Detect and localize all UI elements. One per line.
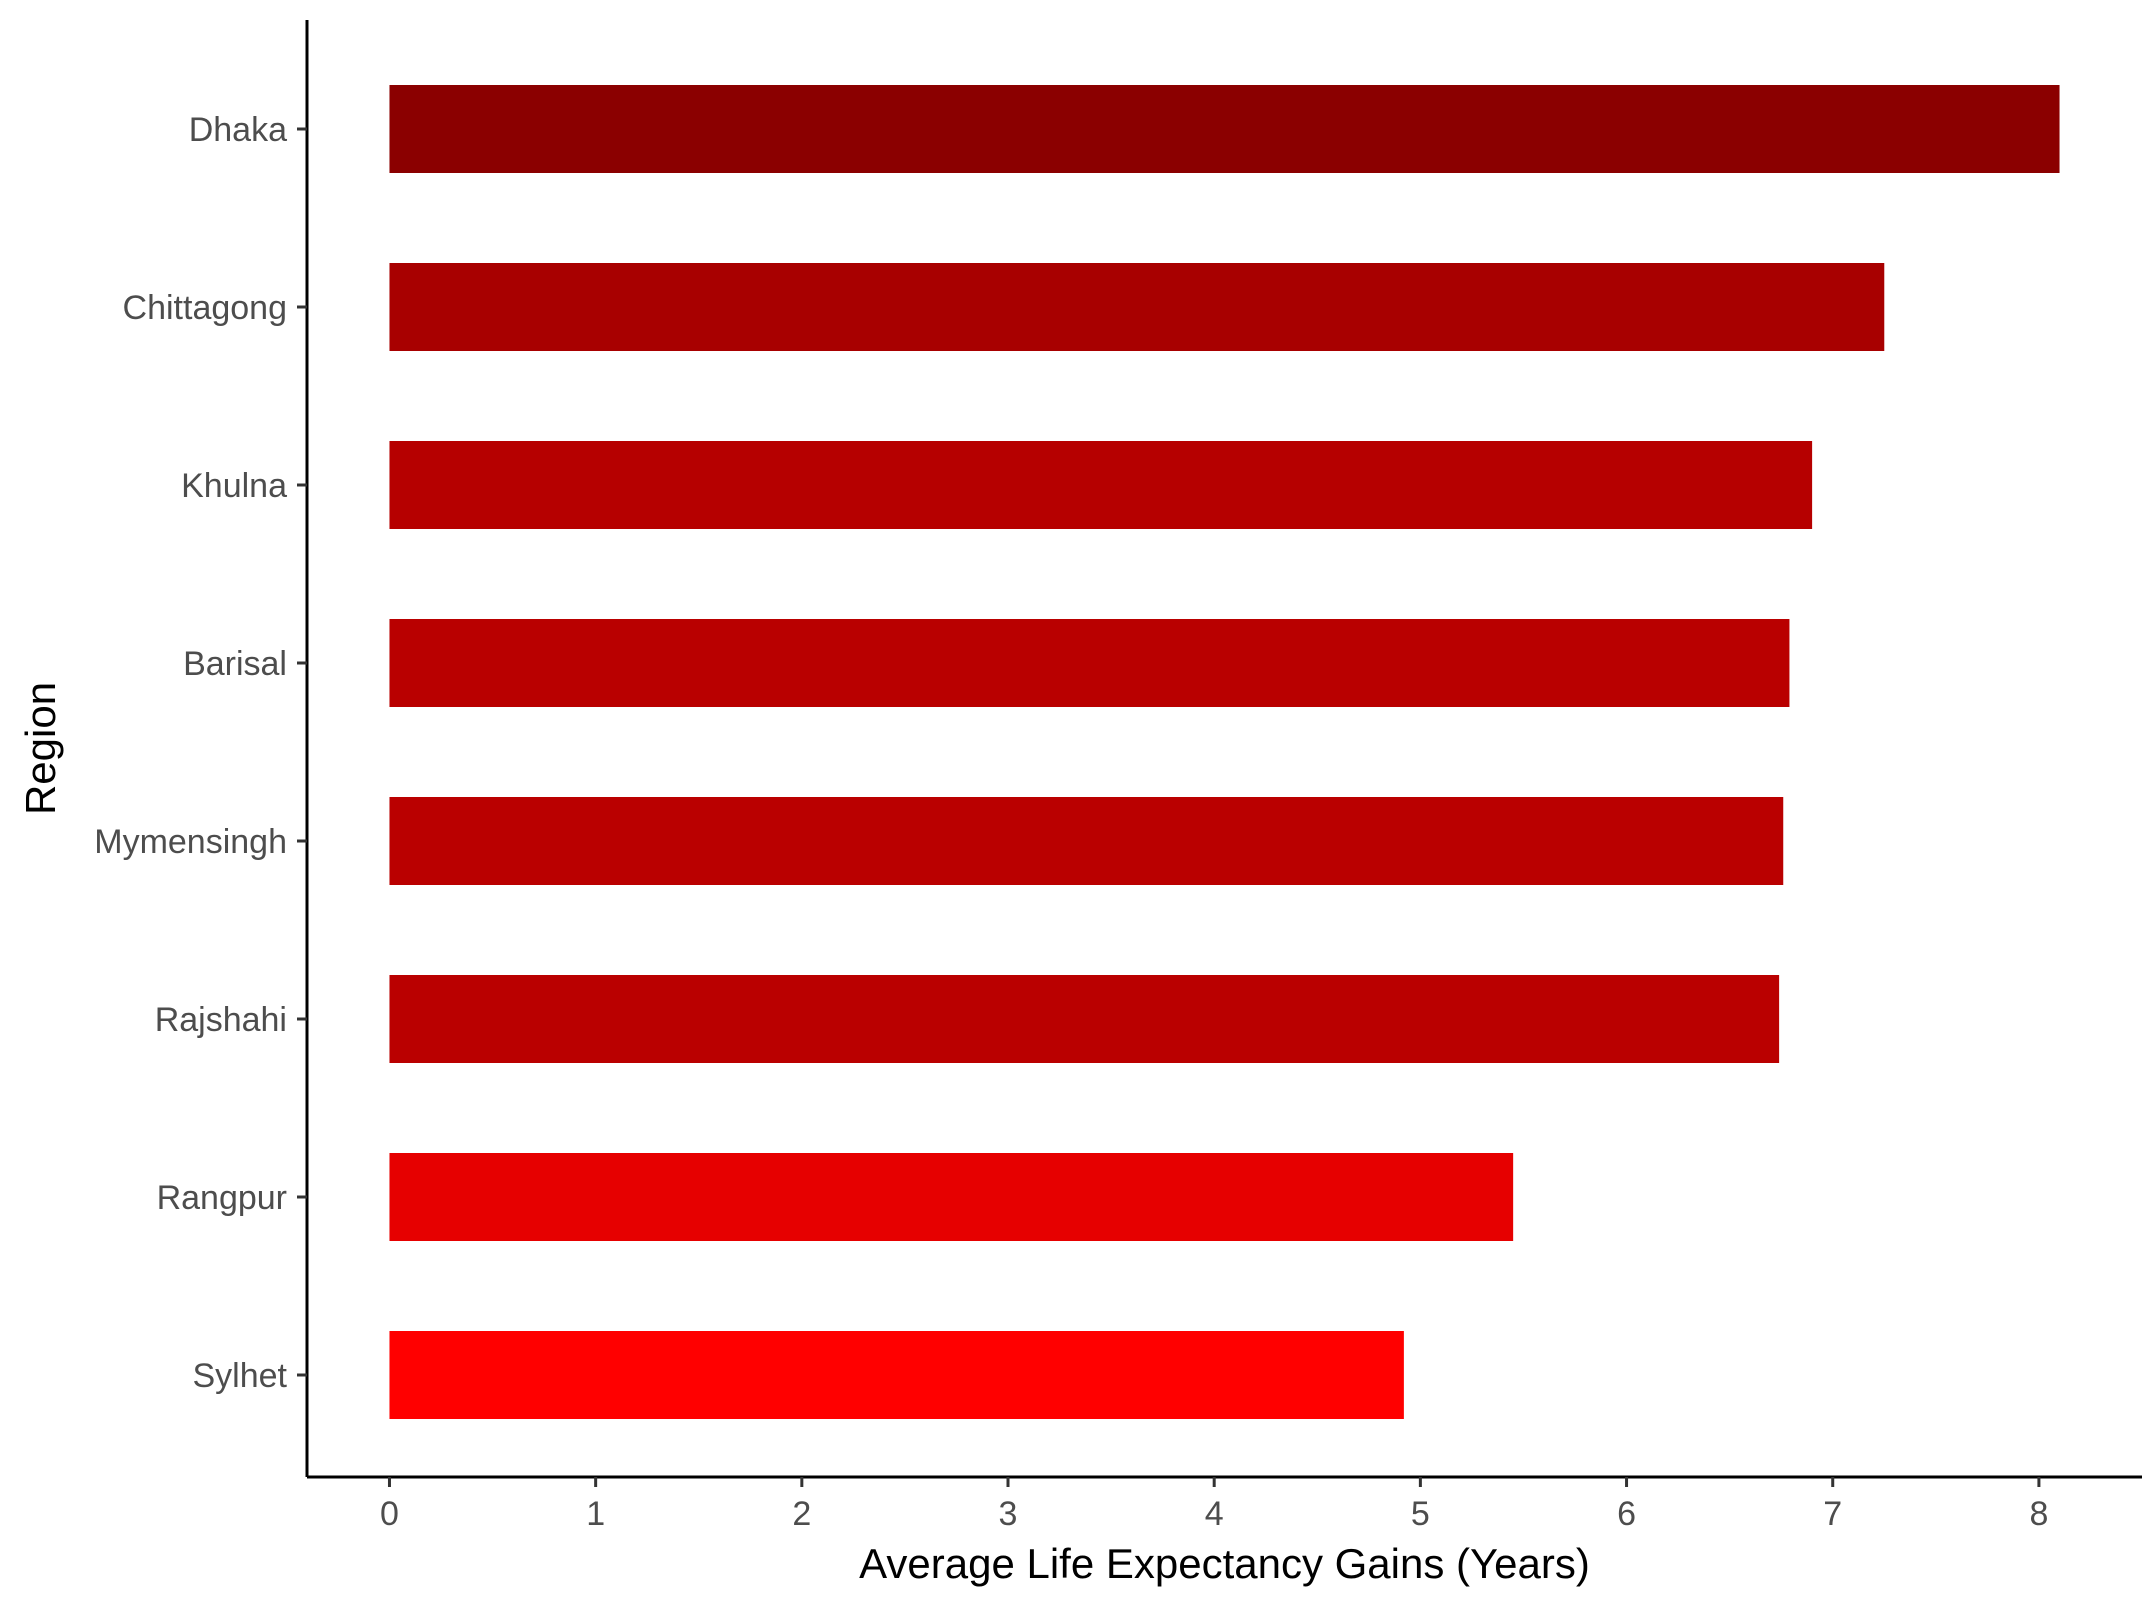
bar-chittagong <box>389 263 1885 351</box>
y-tick-label: Mymensingh <box>94 823 287 861</box>
y-tick-label: Dhaka <box>189 111 287 149</box>
bars-group <box>389 85 2060 1419</box>
bar-rangpur <box>389 1153 1514 1241</box>
x-axis-title: Average Life Expectancy Gains (Years) <box>859 1540 1590 1587</box>
x-tick-label: 5 <box>1411 1495 1430 1533</box>
y-axis-title: Region <box>17 682 64 815</box>
x-tick-label: 8 <box>2029 1495 2048 1533</box>
bar-rajshahi <box>389 975 1780 1063</box>
y-tick-label: Khulna <box>181 467 287 505</box>
y-tick-label: Rangpur <box>157 1179 287 1217</box>
bar-sylhet <box>389 1331 1404 1419</box>
bar-barisal <box>389 619 1790 707</box>
bar-mymensingh <box>389 797 1784 885</box>
y-tick-label: Chittagong <box>123 289 287 327</box>
bar-dhaka <box>389 85 2060 173</box>
x-tick-label: 1 <box>586 1495 605 1533</box>
x-tick-label: 3 <box>999 1495 1018 1533</box>
y-tick-label: Rajshahi <box>155 1001 287 1039</box>
y-tick-label: Sylhet <box>193 1357 288 1395</box>
x-axis: 0 1 2 3 4 5 6 7 8 <box>307 1475 2142 1533</box>
x-tick-label: 0 <box>380 1495 399 1533</box>
x-tick-label: 4 <box>1205 1495 1224 1533</box>
x-tick-label: 7 <box>1823 1495 1842 1533</box>
x-tick-label: 6 <box>1617 1495 1636 1533</box>
y-tick-label: Barisal <box>183 645 287 683</box>
bar-khulna <box>389 441 1813 529</box>
y-axis: Dhaka Chittagong Khulna Barisal Mymensingh Ra… <box>94 20 309 1477</box>
x-tick-label: 2 <box>792 1495 811 1533</box>
